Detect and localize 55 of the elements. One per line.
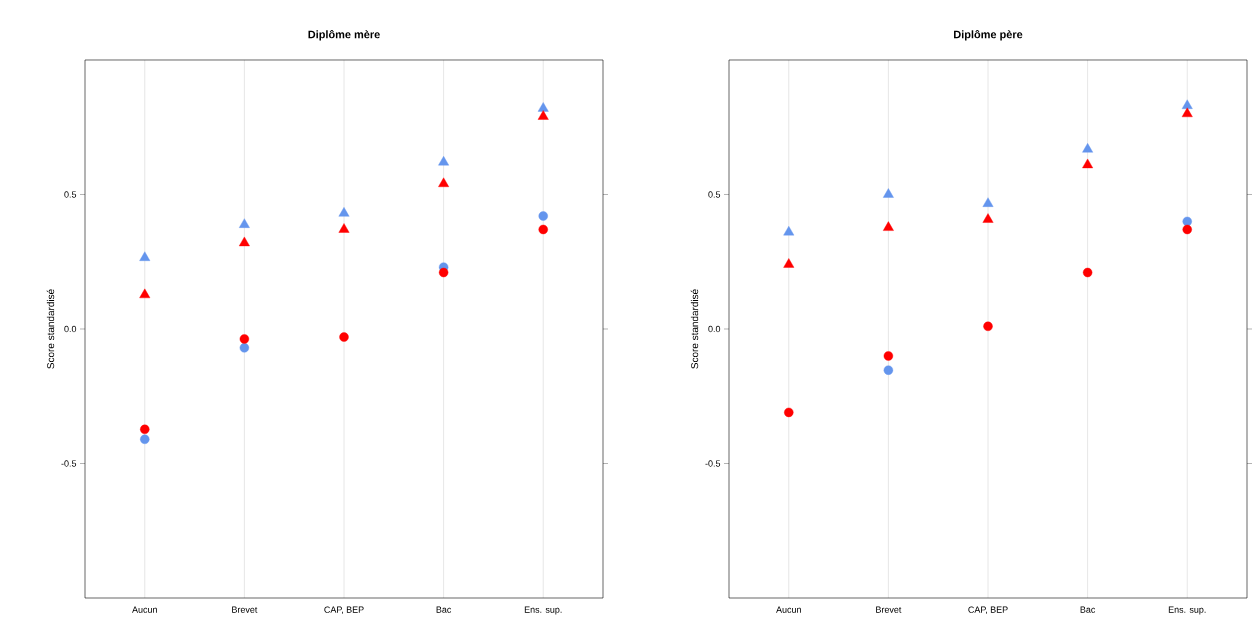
point xyxy=(883,188,894,198)
y-tick-label: 0.0 xyxy=(64,325,77,333)
point xyxy=(784,407,794,418)
point xyxy=(883,351,894,361)
point xyxy=(538,211,548,221)
point xyxy=(139,251,151,261)
x-tick-label: Bac xyxy=(1080,606,1096,613)
point xyxy=(438,267,449,278)
point xyxy=(438,177,450,187)
y-tick-label: -0.5 xyxy=(705,460,721,467)
y-axis-title: Score standardisé xyxy=(690,289,699,369)
point xyxy=(1082,267,1093,278)
point xyxy=(883,221,894,231)
point xyxy=(238,218,250,228)
point xyxy=(239,343,250,353)
point xyxy=(883,365,894,375)
point xyxy=(1182,224,1192,235)
x-tick-label: CAP, BEP xyxy=(968,606,1008,614)
point xyxy=(238,236,250,247)
point xyxy=(1181,99,1193,109)
x-tick-label: Brevet xyxy=(876,606,902,613)
point xyxy=(239,334,250,344)
x-tick-label: CAP, BEP xyxy=(324,606,364,614)
point xyxy=(783,225,795,236)
point xyxy=(983,321,993,332)
point xyxy=(438,156,450,166)
y-tick-label: 0.0 xyxy=(708,325,721,333)
point xyxy=(538,224,548,235)
x-tick-label: Aucun xyxy=(776,606,801,613)
point xyxy=(140,434,150,444)
point xyxy=(783,258,795,268)
point xyxy=(982,197,994,207)
point xyxy=(537,102,549,112)
y-axis-title: Score standardisé xyxy=(46,289,55,369)
x-tick-label: Bac xyxy=(436,606,452,613)
chart-title: Diplôme père xyxy=(954,30,1023,41)
x-tick-label: Ens. sup. xyxy=(1168,606,1206,615)
chart-title: Diplôme mère xyxy=(308,30,380,41)
y-tick-label: -0.5 xyxy=(61,460,77,467)
y-tick-label: 0.5 xyxy=(64,191,77,198)
point xyxy=(1182,216,1192,227)
point xyxy=(537,110,549,120)
point xyxy=(982,213,994,223)
y-tick-label: 0.5 xyxy=(708,191,721,198)
point xyxy=(140,424,150,435)
point xyxy=(139,288,151,299)
point xyxy=(1082,158,1094,169)
point xyxy=(339,332,349,342)
x-tick-label: Brevet xyxy=(232,606,258,613)
point xyxy=(1181,107,1193,117)
x-tick-label: Ens. sup. xyxy=(524,606,562,615)
point xyxy=(1082,143,1094,153)
point xyxy=(338,207,350,217)
point xyxy=(338,223,350,233)
x-tick-label: Aucun xyxy=(132,606,157,613)
